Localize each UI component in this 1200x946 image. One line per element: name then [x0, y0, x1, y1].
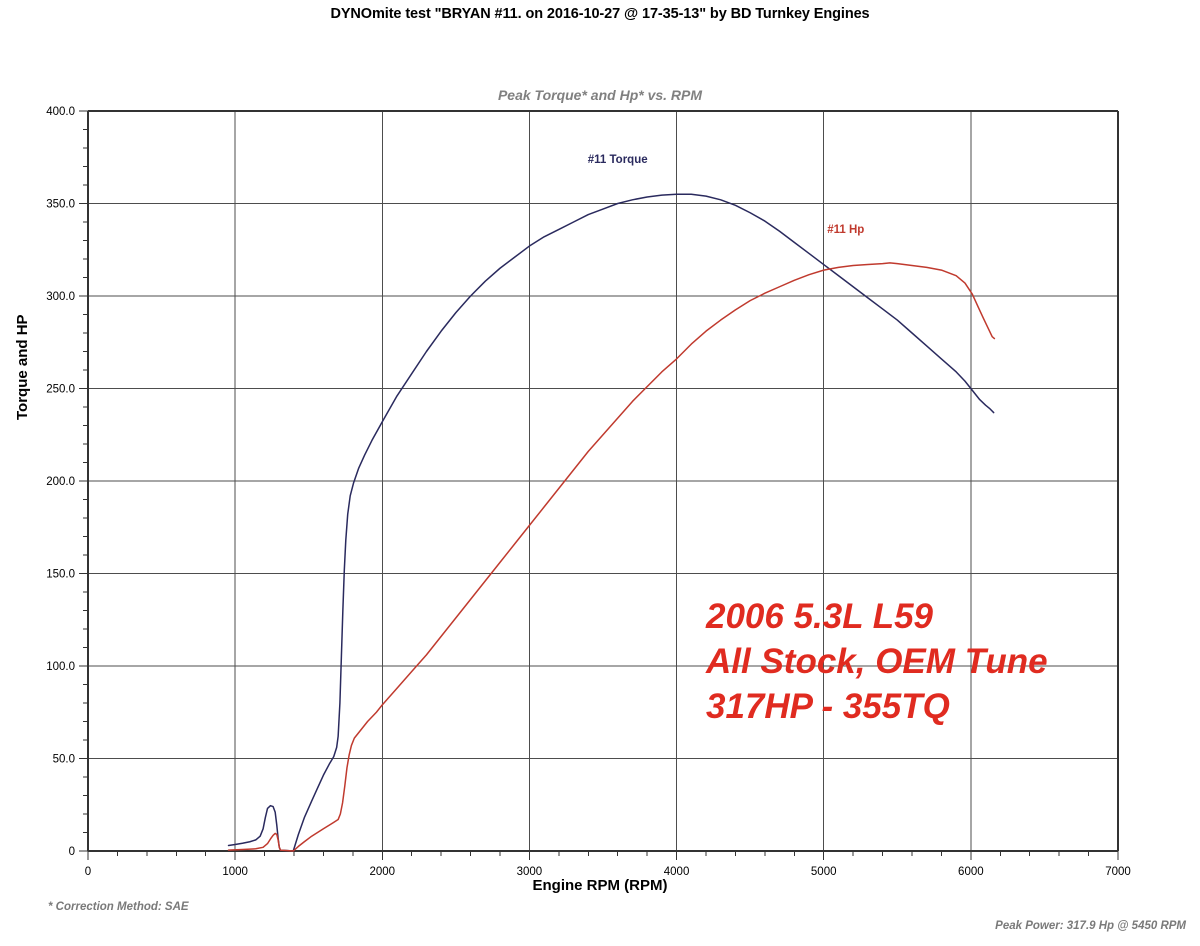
y-tick-label: 50.0	[53, 754, 75, 766]
report-title: DYNOmite test "BRYAN #11. on 2016-10-27 …	[330, 6, 870, 22]
series-label-layer: #11 Torque #11 Hp	[588, 154, 865, 236]
annotation-line-1: 2006 5.3L L59	[706, 597, 934, 636]
series-line	[227, 262, 996, 852]
y-tick-label: 150.0	[46, 569, 75, 581]
y-tick-label: 300.0	[46, 291, 75, 303]
x-tick-label: 2000	[369, 866, 395, 878]
x-tick-label: 5000	[811, 866, 837, 878]
axis-layer	[87, 110, 1119, 852]
series-label: #11 Torque	[588, 154, 648, 166]
x-tick-label: 1000	[222, 866, 248, 878]
y-tick-label: 400.0	[46, 106, 75, 118]
grid-layer	[88, 110, 1118, 851]
x-axis-title: Engine RPM (RPM)	[532, 877, 668, 894]
series-label: #11 Hp	[827, 224, 864, 236]
x-tick-label: 6000	[958, 866, 984, 878]
y-tick-label: 0	[69, 846, 75, 858]
tick-label-layer: 0 50.0 100.0 150.0 200.0 250.0 300.0 350.0 400.0…	[46, 106, 1131, 878]
tick-layer	[79, 110, 1119, 860]
series-line	[227, 193, 995, 852]
peak-power-note: Peak Power: 317.9 Hp @ 5450 RPM	[995, 920, 1186, 932]
x-tick-label: 3000	[517, 866, 543, 878]
x-tick-label: 0	[85, 866, 91, 878]
annotation-line-2: All Stock, OEM Tune	[706, 642, 1048, 681]
y-tick-label: 200.0	[46, 476, 75, 488]
y-tick-label: 250.0	[46, 384, 75, 396]
correction-method-note: * Correction Method: SAE	[48, 901, 189, 913]
series-layer	[227, 193, 996, 852]
annotation-line-3: 317HP - 355TQ	[706, 687, 950, 726]
chart-subtitle: Peak Torque* and Hp* vs. RPM	[497, 87, 703, 103]
y-tick-label: 350.0	[46, 199, 75, 211]
x-tick-label: 7000	[1105, 866, 1131, 878]
engine-spec-annotation: 2006 5.3L L59 All Stock, OEM Tune 317HP …	[706, 594, 1048, 729]
x-tick-label: 4000	[664, 866, 690, 878]
y-tick-label: 100.0	[46, 661, 75, 673]
